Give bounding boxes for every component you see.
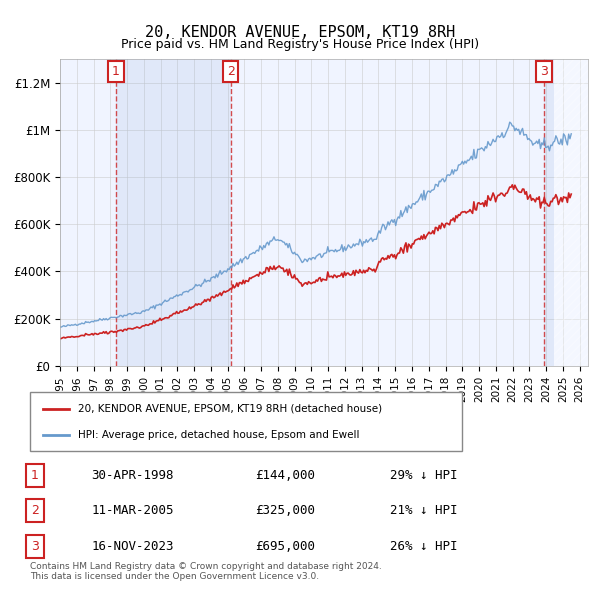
Text: 3: 3 bbox=[31, 540, 39, 553]
Text: 20, KENDOR AVENUE, EPSOM, KT19 8RH: 20, KENDOR AVENUE, EPSOM, KT19 8RH bbox=[145, 25, 455, 40]
Text: 26% ↓ HPI: 26% ↓ HPI bbox=[390, 540, 458, 553]
Text: 21% ↓ HPI: 21% ↓ HPI bbox=[390, 504, 458, 517]
Text: 30-APR-1998: 30-APR-1998 bbox=[91, 469, 174, 482]
Text: 1: 1 bbox=[31, 469, 39, 482]
Text: HPI: Average price, detached house, Epsom and Ewell: HPI: Average price, detached house, Epso… bbox=[77, 430, 359, 440]
Text: 20, KENDOR AVENUE, EPSOM, KT19 8RH (detached house): 20, KENDOR AVENUE, EPSOM, KT19 8RH (deta… bbox=[77, 404, 382, 414]
Text: 2: 2 bbox=[31, 504, 39, 517]
Text: £144,000: £144,000 bbox=[255, 469, 315, 482]
FancyBboxPatch shape bbox=[30, 392, 462, 451]
Text: £325,000: £325,000 bbox=[255, 504, 315, 517]
Text: 16-NOV-2023: 16-NOV-2023 bbox=[91, 540, 174, 553]
Text: £695,000: £695,000 bbox=[255, 540, 315, 553]
Bar bbox=[116, 59, 231, 366]
Text: Contains HM Land Registry data © Crown copyright and database right 2024.
This d: Contains HM Land Registry data © Crown c… bbox=[30, 562, 382, 581]
Text: 29% ↓ HPI: 29% ↓ HPI bbox=[390, 469, 458, 482]
Text: 2: 2 bbox=[227, 65, 235, 78]
Text: 3: 3 bbox=[540, 65, 548, 78]
Text: Price paid vs. HM Land Registry's House Price Index (HPI): Price paid vs. HM Land Registry's House … bbox=[121, 38, 479, 51]
Bar bbox=[544, 59, 554, 366]
Text: 11-MAR-2005: 11-MAR-2005 bbox=[91, 504, 174, 517]
Bar bbox=[554, 59, 588, 366]
Text: 1: 1 bbox=[112, 65, 120, 78]
